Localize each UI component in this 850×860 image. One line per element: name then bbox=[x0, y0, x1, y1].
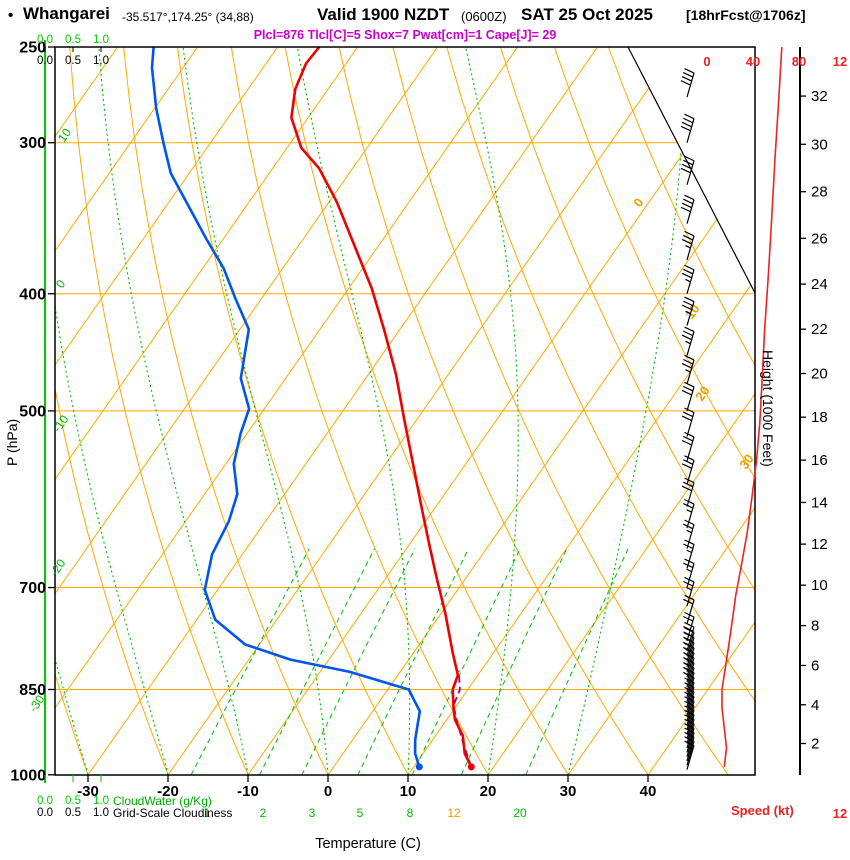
station-bullet-icon: • bbox=[8, 7, 14, 24]
temperature-curve bbox=[290, 46, 473, 768]
station-name: Whangarei bbox=[23, 4, 110, 23]
svg-text:0.0: 0.0 bbox=[37, 55, 53, 67]
svg-text:32: 32 bbox=[811, 88, 828, 105]
svg-text:-30: -30 bbox=[77, 783, 99, 800]
svg-text:700: 700 bbox=[19, 580, 46, 597]
surface-temperature-dot bbox=[467, 763, 475, 771]
svg-text:30: 30 bbox=[736, 451, 757, 471]
temperature-axis-label: Temperature (C) bbox=[315, 836, 421, 852]
svg-text:20: 20 bbox=[480, 783, 497, 800]
svg-text:300: 300 bbox=[19, 135, 46, 152]
svg-text:10: 10 bbox=[55, 125, 74, 144]
svg-text:850: 850 bbox=[19, 682, 46, 699]
valid-time: Valid 1900 NZDT bbox=[317, 5, 450, 24]
svg-text:1.0: 1.0 bbox=[93, 34, 109, 46]
svg-text:12: 12 bbox=[447, 806, 461, 820]
svg-text:1.0: 1.0 bbox=[93, 55, 109, 67]
svg-text:3: 3 bbox=[309, 806, 316, 820]
svg-text:4: 4 bbox=[811, 697, 819, 714]
station-coords: -35.517°,174.25° (34,88) bbox=[122, 10, 254, 24]
pressure-tick-labels: 250 300 400 500 700 850 1000 bbox=[10, 40, 55, 784]
valid-utc: (0600Z) bbox=[461, 9, 507, 24]
valid-date: SAT 25 Oct 2025 bbox=[521, 5, 653, 24]
temperature-tick-labels: -30 -20 -10 0 10 20 30 40 bbox=[77, 775, 656, 800]
cloudwater-axis-label: CloudWater (g/Kg) bbox=[113, 794, 212, 808]
svg-text:0.5: 0.5 bbox=[65, 55, 81, 67]
height-axis-label: Height (1000 Feet) bbox=[760, 350, 776, 467]
svg-text:26: 26 bbox=[811, 230, 828, 247]
parcel-curve bbox=[452, 670, 473, 768]
svg-text:1000: 1000 bbox=[10, 767, 46, 784]
indices-line: Plcl=876 Tlcl[C]=5 Shox=7 Pwat[cm]=1 Cap… bbox=[253, 28, 557, 42]
svg-text:12: 12 bbox=[811, 536, 828, 553]
svg-text:10: 10 bbox=[400, 783, 417, 800]
svg-text:30: 30 bbox=[811, 136, 828, 153]
svg-text:30: 30 bbox=[560, 783, 577, 800]
surface-dewpoint-dot bbox=[415, 763, 423, 771]
svg-text:400: 400 bbox=[19, 286, 46, 303]
svg-text:8: 8 bbox=[811, 618, 819, 635]
svg-text:80: 80 bbox=[792, 54, 806, 69]
svg-text:20: 20 bbox=[692, 383, 713, 403]
svg-text:40: 40 bbox=[640, 783, 657, 800]
svg-text:0.0: 0.0 bbox=[37, 807, 53, 819]
speed-axis-label: Speed (kt) bbox=[731, 803, 794, 818]
svg-text:2: 2 bbox=[811, 736, 819, 753]
svg-text:-10: -10 bbox=[237, 783, 259, 800]
svg-text:250: 250 bbox=[19, 40, 46, 57]
svg-text:22: 22 bbox=[811, 321, 828, 338]
dewpoint-curve bbox=[150, 46, 422, 768]
svg-text:0.5: 0.5 bbox=[65, 795, 81, 807]
svg-text:20: 20 bbox=[811, 366, 828, 383]
svg-text:-20: -20 bbox=[47, 556, 69, 579]
svg-text:0: 0 bbox=[630, 195, 646, 210]
svg-text:14: 14 bbox=[811, 494, 828, 511]
svg-text:28: 28 bbox=[811, 184, 828, 201]
svg-text:5: 5 bbox=[357, 806, 364, 820]
svg-text:0.0: 0.0 bbox=[37, 34, 53, 46]
svg-text:0.5: 0.5 bbox=[65, 807, 81, 819]
speed-profile-curve bbox=[721, 46, 783, 767]
svg-text:0.0: 0.0 bbox=[37, 795, 53, 807]
svg-text:10: 10 bbox=[682, 301, 703, 321]
svg-text:0: 0 bbox=[324, 783, 332, 800]
cloudiness-axis-label: Grid-Scale Cloudiness bbox=[113, 806, 233, 820]
svg-text:-10: -10 bbox=[50, 412, 72, 435]
svg-text:6: 6 bbox=[811, 657, 819, 674]
forecast-tag: [18hrFcst@1706z] bbox=[686, 7, 806, 23]
svg-text:16: 16 bbox=[811, 452, 828, 469]
svg-text:24: 24 bbox=[811, 276, 828, 293]
svg-text:2: 2 bbox=[260, 806, 267, 820]
svg-text:40: 40 bbox=[746, 54, 760, 69]
svg-text:1.0: 1.0 bbox=[93, 807, 109, 819]
svg-text:12: 12 bbox=[833, 54, 847, 69]
scale-tick-rows: 0.00.00.00.00.50.50.50.51.01.01.01.0 bbox=[37, 34, 109, 819]
skewt-grid bbox=[55, 47, 755, 775]
speed-tick-labels: 0 40 80 12 12 bbox=[703, 54, 847, 821]
svg-text:18: 18 bbox=[811, 409, 828, 426]
svg-text:20: 20 bbox=[513, 806, 527, 820]
svg-text:10: 10 bbox=[811, 577, 828, 594]
svg-text:1: 1 bbox=[204, 806, 211, 820]
svg-text:0: 0 bbox=[703, 54, 710, 69]
svg-text:12: 12 bbox=[833, 806, 847, 821]
svg-text:0.5: 0.5 bbox=[65, 34, 81, 46]
svg-text:8: 8 bbox=[407, 806, 414, 820]
wind-barbs bbox=[680, 67, 695, 770]
pressure-axis-label: P (hPa) bbox=[4, 418, 20, 466]
svg-text:500: 500 bbox=[19, 403, 46, 420]
svg-text:1.0: 1.0 bbox=[93, 795, 109, 807]
svg-text:-20: -20 bbox=[157, 783, 179, 800]
